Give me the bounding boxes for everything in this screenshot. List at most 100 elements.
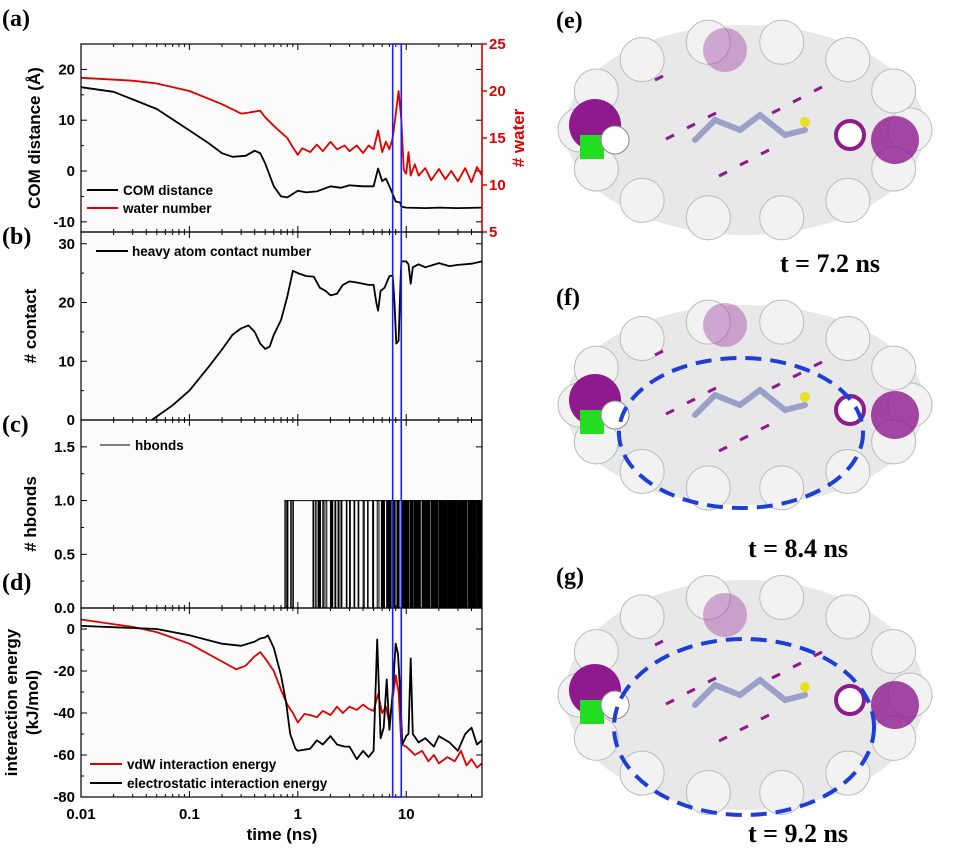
- surface-atom: [834, 684, 866, 716]
- y-tick-label: -20: [53, 663, 75, 680]
- water-molecule: [654, 639, 664, 647]
- snapshot-g: (g) t = 9.2 ns: [556, 564, 933, 848]
- water-molecule: [686, 687, 696, 695]
- y-tick-label: -10: [53, 214, 75, 231]
- legend-label: COM distance: [123, 183, 214, 198]
- surface-atom: [834, 119, 866, 151]
- hbond-pulse: [409, 500, 414, 608]
- water-molecule: [654, 74, 664, 82]
- chlorine-atom: [580, 135, 604, 159]
- y-axis-label-line1: interaction energy: [2, 628, 21, 776]
- surface-atom: [871, 345, 917, 391]
- surface-atom: [619, 177, 665, 223]
- surface-atom: [685, 19, 731, 65]
- water-molecule: [813, 650, 823, 658]
- surface-atom: [685, 575, 731, 621]
- snapshot-time: t = 7.2 ns: [780, 249, 880, 278]
- polar-patch: [703, 593, 747, 637]
- y-axis-label: COM distance (Å): [25, 67, 44, 209]
- surface-atom: [619, 448, 665, 494]
- surface-atom: [600, 125, 630, 155]
- y-tick-label: -80: [53, 789, 75, 806]
- water-molecule: [792, 371, 802, 379]
- hbond-pulse: [290, 500, 292, 608]
- surface-atom: [887, 382, 933, 428]
- y2-tick-label: 10: [489, 177, 506, 194]
- water-molecule: [665, 133, 675, 141]
- y2-axis-label: # water: [509, 108, 528, 167]
- binding-pocket-ellipse: [617, 356, 865, 510]
- surface-atom: [573, 345, 619, 391]
- sulfur-atom: [800, 117, 810, 127]
- water-molecule: [665, 698, 675, 706]
- polar-patch: [871, 391, 919, 439]
- surface-atom: [825, 594, 871, 640]
- polar-patch: [703, 28, 747, 72]
- y2-tick-label: 5: [489, 224, 497, 241]
- water-molecule: [718, 445, 728, 453]
- panel-frame: [80, 607, 483, 798]
- hbond-pulse: [372, 500, 375, 608]
- water-molecule: [654, 349, 664, 357]
- y-tick-label: 10: [58, 112, 75, 129]
- panel-a: -10 0 10 20 (a) COM distance (Å) COM distance w…: [2, 6, 528, 241]
- x-tick-label: 0.01: [66, 806, 95, 823]
- hbond-pulse: [340, 500, 343, 608]
- hbond-pulse: [349, 500, 351, 608]
- surface-atom: [759, 769, 805, 815]
- surface-atom: [685, 769, 731, 815]
- surface-atom: [619, 750, 665, 796]
- hbond-pulse: [447, 500, 457, 608]
- water-molecule: [686, 397, 696, 405]
- panel-label: (c): [2, 412, 29, 438]
- hbond-pulse: [292, 500, 294, 608]
- hbond-pulse: [337, 500, 340, 608]
- y-tick-label: 0: [67, 412, 75, 429]
- x-tick-label: 1: [294, 806, 302, 823]
- hbond-pulse: [345, 500, 348, 608]
- x-axis-label: time (ns): [247, 825, 318, 844]
- surface-atom: [685, 465, 731, 511]
- surface-atom: [825, 750, 871, 796]
- hbond-pulse: [357, 500, 360, 608]
- y-tick-label: 30: [58, 236, 75, 253]
- water-molecule: [760, 713, 770, 721]
- surface-atom: [600, 690, 630, 720]
- panel-label: (d): [2, 570, 31, 596]
- surface-atom: [759, 299, 805, 345]
- water-molecule: [739, 434, 749, 442]
- y-tick-label: 1.0: [54, 493, 75, 510]
- binding-pocket-ellipse: [612, 637, 876, 817]
- surface-atom: [871, 715, 917, 761]
- surface-atom: [834, 394, 866, 426]
- legend-label: vdW interaction energy: [127, 757, 277, 772]
- surface-atom: [825, 177, 871, 223]
- water-molecule: [771, 672, 781, 680]
- surface-atom: [887, 107, 933, 153]
- snapshot-label: (e): [556, 8, 583, 34]
- series-line-electrostatic-interaction-energy: [80, 625, 483, 761]
- x-tick-label: 0.1: [179, 806, 200, 823]
- surface-atom: [825, 448, 871, 494]
- water-molecule: [718, 735, 728, 743]
- water-molecule: [707, 111, 717, 119]
- snapshot-label: (g): [556, 564, 584, 590]
- surface-atom: [573, 146, 619, 192]
- surface-atom: [759, 195, 805, 241]
- y-tick-label: 20: [58, 295, 75, 312]
- protein-surface: [565, 25, 925, 235]
- water-molecule: [760, 423, 770, 431]
- hbond-pulse: [421, 500, 431, 608]
- y-tick-label: 1.5: [54, 439, 75, 456]
- ligand-stick: [692, 386, 808, 418]
- surface-atom: [759, 19, 805, 65]
- y-axis-label: # contact: [21, 288, 40, 363]
- surface-atom: [887, 672, 933, 718]
- hbond-pulse: [438, 500, 448, 608]
- snapshot-time: t = 9.2 ns: [748, 819, 848, 848]
- y-tick-label: 0: [67, 163, 75, 180]
- y-tick-label: 0: [67, 621, 75, 638]
- snapshot-e: (e) t = 7.2 ns: [556, 8, 933, 278]
- hbond-pulse: [334, 500, 337, 608]
